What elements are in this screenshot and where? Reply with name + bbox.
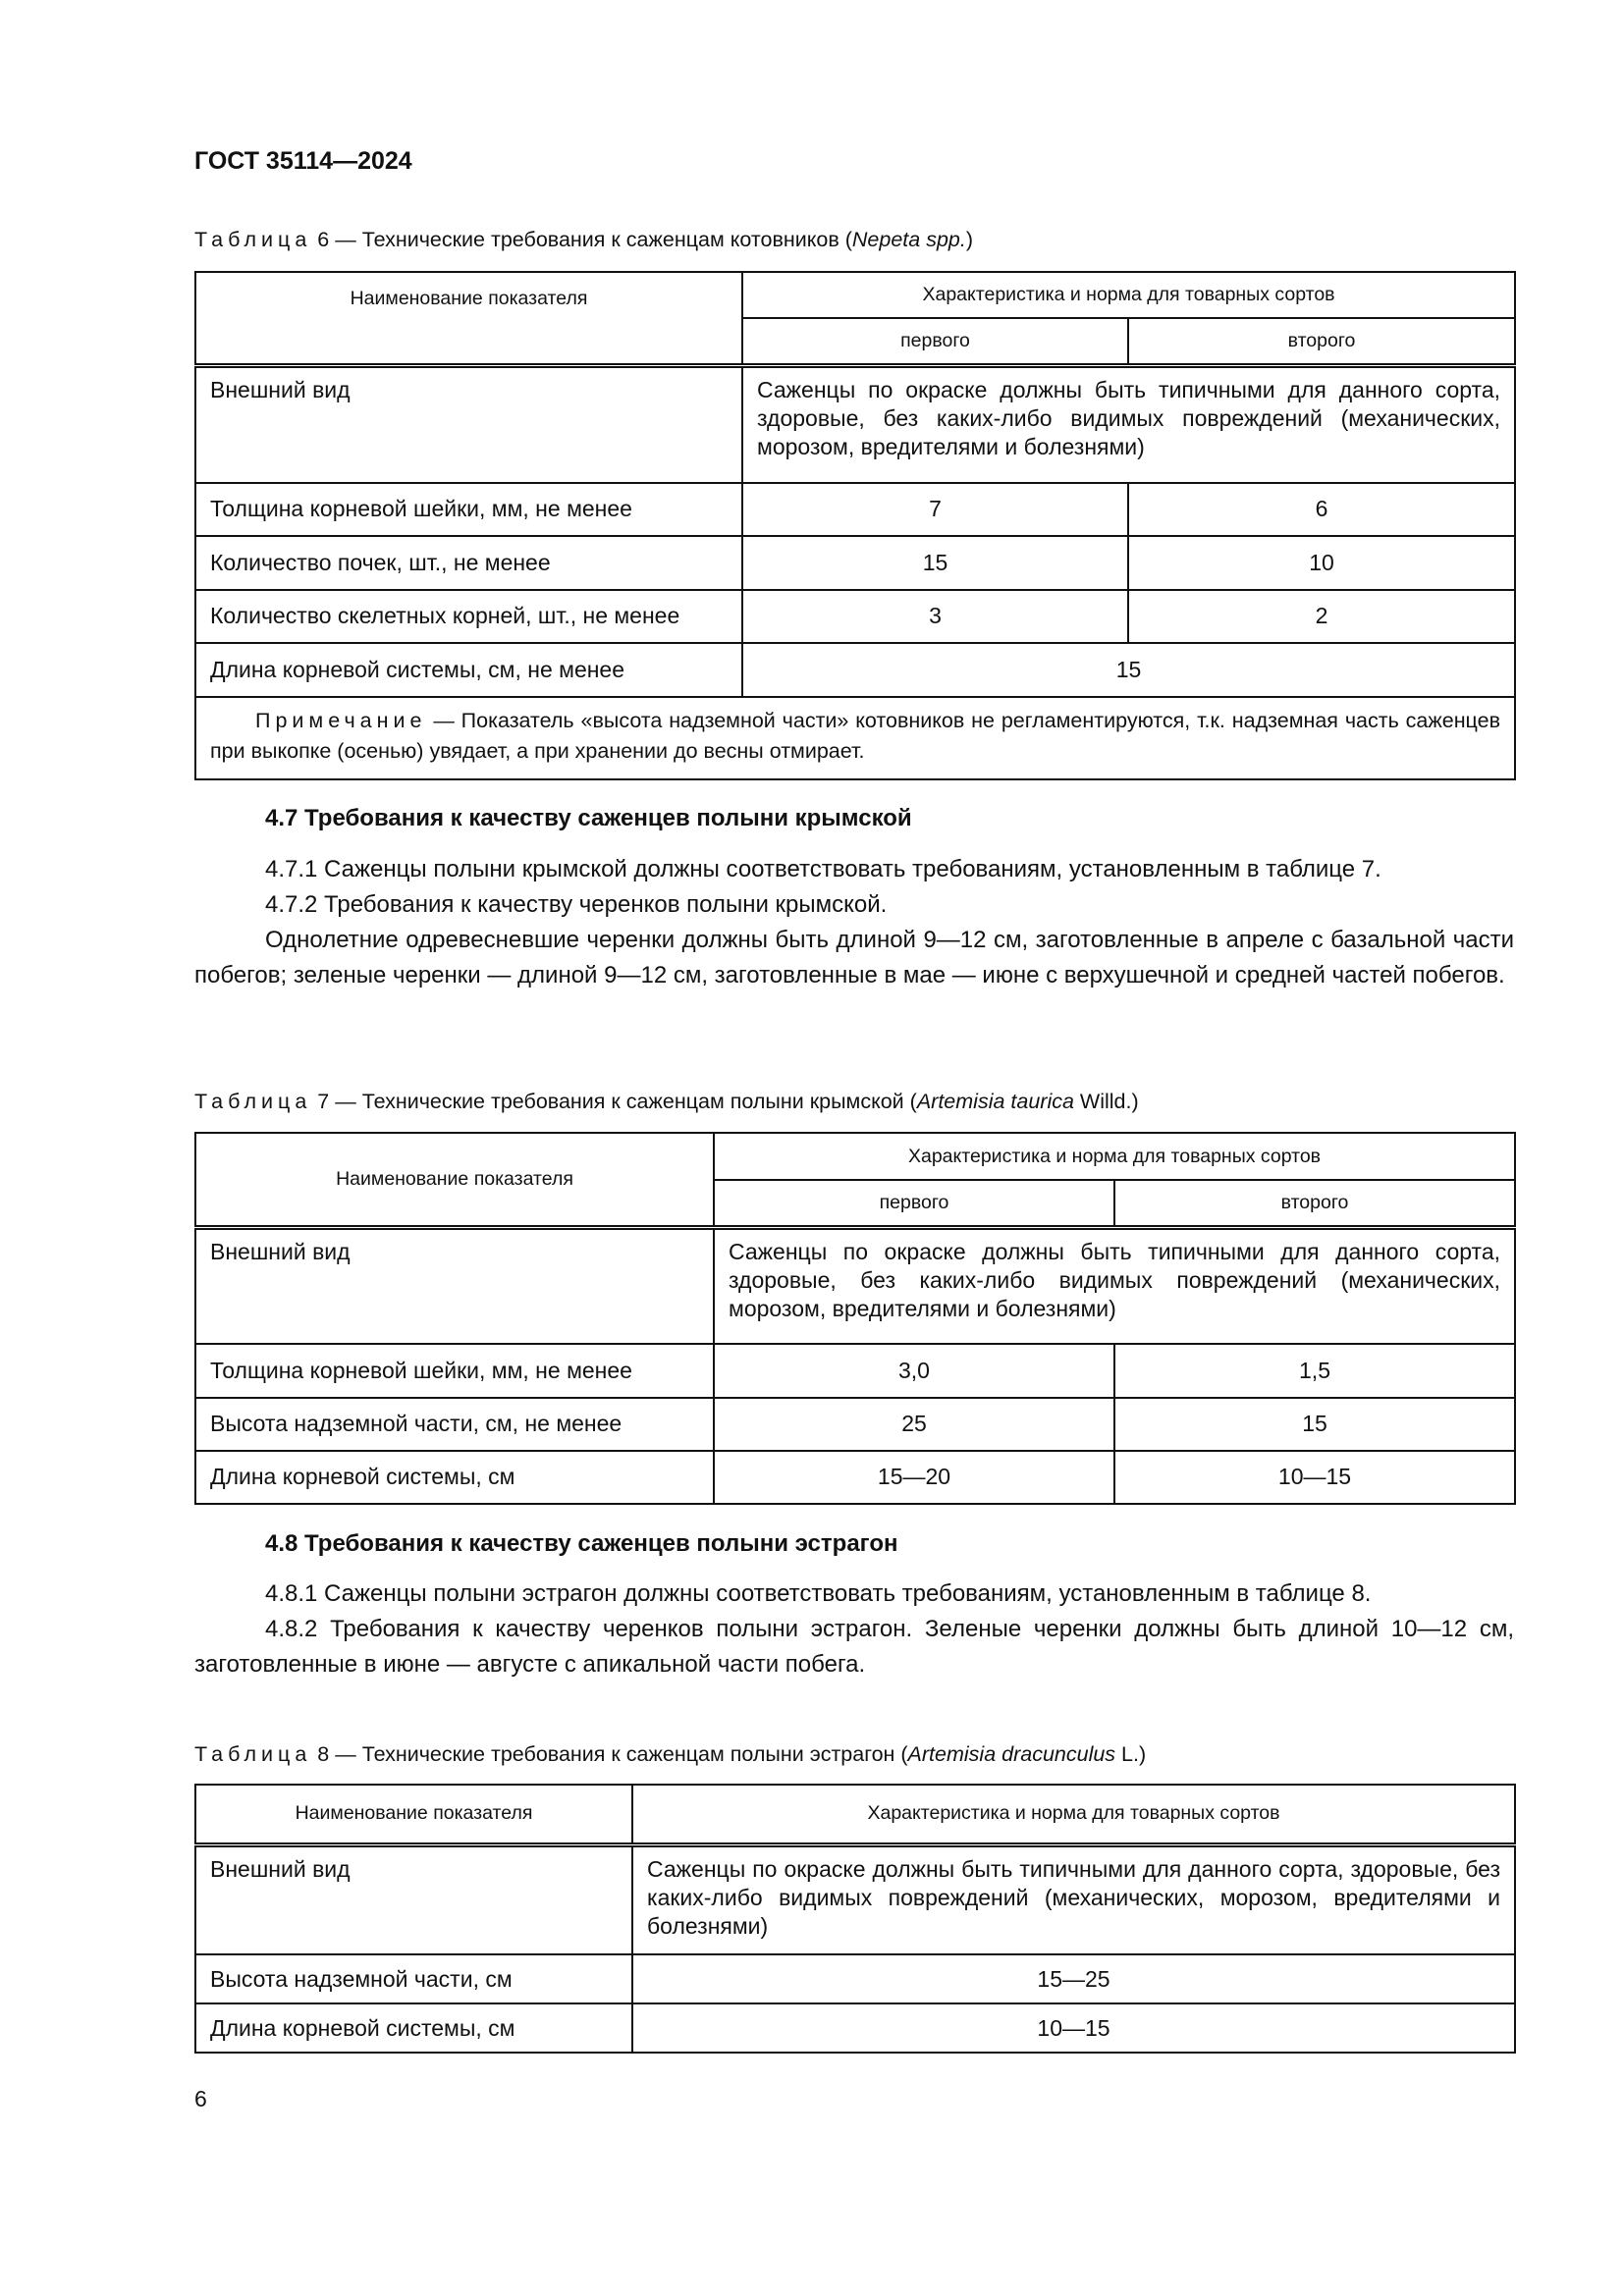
row-second: 10 [1126, 534, 1517, 591]
row-name: Длина корневой системы, см [194, 2002, 633, 2054]
row-name: Количество скелетных корней, шт., не мен… [194, 588, 743, 644]
row-first: 3,0 [713, 1342, 1115, 1399]
table6: Наименование показателя Характеристика и … [193, 271, 1517, 780]
section-4-8-body: 4.8.1 Саженцы полыни эстрагон должны соо… [194, 1576, 1514, 1682]
section-4-7-heading: 4.7 Требования к качеству саженцев полын… [265, 805, 912, 831]
col-first-header: первого [713, 1179, 1115, 1229]
row-value: 10—15 [631, 2002, 1516, 2054]
row-first: 7 [741, 481, 1129, 537]
document-header: ГОСТ 35114—2024 [194, 147, 412, 175]
table7: Наименование показателя Характеристика и … [194, 1132, 1517, 1505]
row-first: 3 [741, 588, 1129, 644]
paragraph: 4.8.2 Требования к качеству черенков пол… [194, 1616, 1514, 1678]
note-word: Примечание [255, 708, 427, 732]
table8: Наименование показателя Характеристика и … [194, 1784, 1516, 2054]
row-first: 25 [713, 1396, 1115, 1452]
table8-caption: Таблица 8 — Технические требования к саж… [194, 1742, 1514, 1767]
table6-caption: Таблица 6 — Технические требования к саж… [194, 228, 1514, 252]
paragraph: Однолетние одревесневшие черенки должны … [194, 927, 1514, 988]
appearance-label: Внешний вид [194, 364, 743, 484]
caption-word: Таблица [194, 1742, 312, 1766]
caption-end: ) [965, 228, 974, 251]
row-second: 15 [1112, 1396, 1517, 1452]
caption-text: 8 — Технические требования к саженцам по… [311, 1742, 908, 1766]
note-text: — Показатель «высота надземной части» ко… [210, 708, 1501, 763]
caption-word: Таблица [194, 1090, 312, 1113]
caption-end: Willd.) [1073, 1090, 1139, 1113]
row-second: 1,5 [1112, 1342, 1517, 1399]
table-row: Количество скелетных корней, шт., не мен… [194, 588, 1517, 644]
caption-latin: Artemisia taurica [916, 1090, 1074, 1113]
appearance-value: Саженцы по окраске должны быть типичными… [712, 1226, 1517, 1345]
row-name: Толщина корневой шейки, мм, не менее [194, 1342, 715, 1399]
table6-note: Примечание — Показатель «высота надземно… [193, 695, 1517, 780]
col-group-header: Характеристика и норма для товарных сорт… [631, 1784, 1516, 1845]
col-name-header: Наименование показателя [194, 1784, 633, 1845]
table-row: Количество почек, шт., не менее 15 10 [194, 534, 1517, 591]
table-row: Толщина корневой шейки, мм, не менее 3,0 1… [194, 1342, 1517, 1399]
caption-end: L.) [1115, 1742, 1147, 1766]
row-value: 15—25 [631, 1953, 1516, 2004]
row-value: 15 [740, 641, 1517, 698]
row-name: Высота надземной части, см [194, 1953, 633, 2004]
col-name-header: Наименование показателя [194, 271, 743, 367]
col-name-header: Наименование показателя [194, 1132, 715, 1229]
page-number: 6 [194, 2086, 207, 2111]
row-name: Толщина корневой шейки, мм, не менее [194, 481, 743, 537]
table-row: Длина корневой системы, см 10—15 [194, 2002, 1516, 2054]
caption-latin: Artemisia dracunculus [907, 1742, 1116, 1766]
table7-caption: Таблица 7 — Технические требования к саж… [194, 1090, 1514, 1114]
appearance-value: Саженцы по окраске должны быть типичными… [740, 364, 1517, 484]
row-name: Высота надземной части, см, не менее [194, 1396, 715, 1452]
table-row: Длина корневой системы, см, не менее 15 [194, 641, 1517, 698]
col-group-header: Характеристика и норма для товарных сорт… [740, 271, 1517, 319]
col-group-header: Характеристика и норма для товарных сорт… [712, 1132, 1517, 1181]
appearance-label: Внешний вид [194, 1226, 715, 1345]
row-name: Длина корневой системы, см [194, 1449, 715, 1505]
table-row: Высота надземной части, см, не менее 25 15 [194, 1396, 1517, 1452]
appearance-label: Внешний вид [194, 1843, 633, 1955]
section-4-7-body: 4.7.1 Саженцы полыни крымской должны соо… [194, 852, 1514, 993]
caption-latin: Nepeta spp. [851, 228, 966, 251]
caption-word: Таблица [194, 228, 312, 251]
row-first: 15—20 [713, 1449, 1115, 1505]
paragraph: 4.7.2 Требования к качеству черенков пол… [265, 891, 888, 918]
caption-text: 6 — Технические требования к саженцам ко… [311, 228, 852, 251]
row-second: 2 [1126, 588, 1517, 644]
table-row: Толщина корневой шейки, мм, не менее 7 6 [194, 481, 1517, 537]
col-first-header: первого [741, 317, 1129, 367]
section-4-8-heading: 4.8 Требования к качеству саженцев полын… [265, 1530, 898, 1557]
row-first: 15 [741, 534, 1129, 591]
paragraph: 4.7.1 Саженцы полыни крымской должны соо… [265, 856, 1381, 882]
appearance-value: Саженцы по окраске должны быть типичными… [631, 1843, 1516, 1955]
table-row: Высота надземной части, см 15—25 [194, 1953, 1516, 2004]
caption-text: 7 — Технические требования к саженцам по… [311, 1090, 917, 1113]
col-second-header: второго [1112, 1179, 1517, 1229]
table-row: Длина корневой системы, см 15—20 10—15 [194, 1449, 1517, 1505]
row-second: 6 [1126, 481, 1517, 537]
row-second: 10—15 [1112, 1449, 1517, 1505]
row-name: Длина корневой системы, см, не менее [194, 641, 743, 698]
paragraph: 4.8.1 Саженцы полыни эстрагон должны соо… [265, 1580, 1372, 1607]
row-name: Количество почек, шт., не менее [194, 534, 743, 591]
col-second-header: второго [1126, 317, 1517, 367]
